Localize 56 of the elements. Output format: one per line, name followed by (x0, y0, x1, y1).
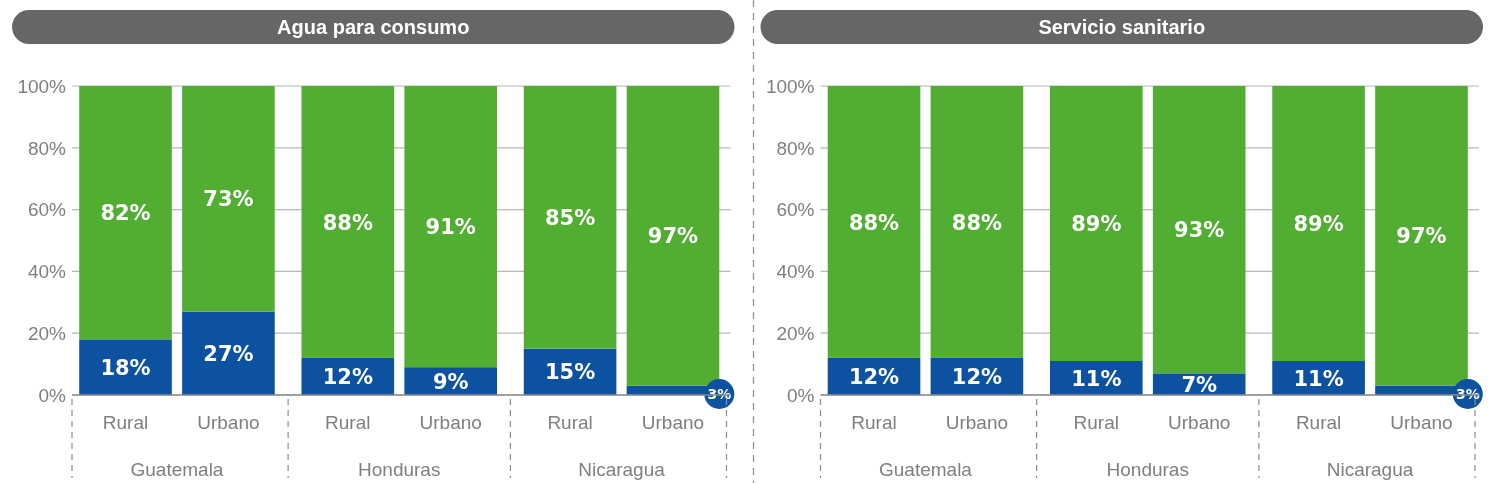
text: Honduras (1106, 458, 1189, 480)
data-label: 7% (1181, 372, 1218, 397)
y-tick-label: 0% (787, 384, 815, 406)
x-tick-label: Rural (325, 411, 371, 433)
y-tick-label: 60% (776, 199, 815, 221)
x-tick-label: Urbano (641, 411, 705, 433)
y-tick-label: 100% (17, 75, 67, 97)
y-tick-label: 40% (776, 261, 815, 283)
y-tick-label: 20% (27, 323, 67, 345)
data-label: 93% (1174, 218, 1225, 243)
data-label: 97% (647, 224, 699, 249)
data-label: 82% (100, 201, 151, 226)
x-tick-label: Rural (1295, 411, 1342, 433)
y-tick-label: 0% (38, 384, 67, 406)
y-tick-label: 80% (776, 137, 815, 159)
text: Nicaragua (578, 458, 666, 480)
data-label: 18% (100, 355, 151, 380)
y-tick-label: 60% (27, 199, 67, 221)
text: Guatemala (130, 458, 224, 480)
chart-title: Agua para consumo (277, 16, 470, 39)
data-label: 97% (1396, 224, 1447, 249)
y-tick-label: 40% (27, 261, 67, 283)
y-tick-label: 100% (765, 75, 815, 97)
x-tick-label: Urbano (419, 411, 482, 433)
data-label: 3% (707, 386, 732, 403)
data-label: 3% (1455, 386, 1480, 403)
data-label: 89% (1071, 212, 1122, 237)
data-label: 88% (951, 210, 1003, 235)
text: Nicaragua (1326, 458, 1414, 480)
data-label: 12% (322, 365, 373, 390)
data-label: 11% (1293, 366, 1344, 391)
y-tick-label: 20% (776, 323, 815, 345)
x-tick-label: Urbano (1390, 411, 1453, 433)
x-tick-label: Rural (102, 411, 149, 433)
data-label: 12% (951, 365, 1003, 390)
data-label: 15% (544, 360, 596, 385)
y-tick-label: 80% (27, 137, 67, 159)
x-tick-label: Rural (851, 411, 897, 433)
data-label: 85% (544, 205, 596, 230)
x-tick-label: Urbano (197, 411, 260, 433)
data-label: 88% (848, 210, 900, 235)
x-tick-label: Urbano (1168, 411, 1231, 433)
chart-title: Servicio sanitario (1038, 16, 1206, 39)
data-label: 27% (203, 341, 254, 366)
data-label: 88% (322, 210, 373, 235)
x-tick-label: Urbano (945, 411, 1009, 433)
text: Guatemala (878, 458, 973, 480)
data-label: 11% (1071, 366, 1122, 391)
data-label: 73% (203, 187, 254, 212)
x-tick-label: Rural (1073, 411, 1119, 433)
data-label: 91% (425, 215, 476, 240)
x-tick-label: Rural (547, 411, 593, 433)
data-label: 9% (432, 369, 469, 394)
text: Honduras (358, 458, 441, 480)
data-label: 12% (848, 365, 900, 390)
data-label: 89% (1293, 212, 1344, 237)
